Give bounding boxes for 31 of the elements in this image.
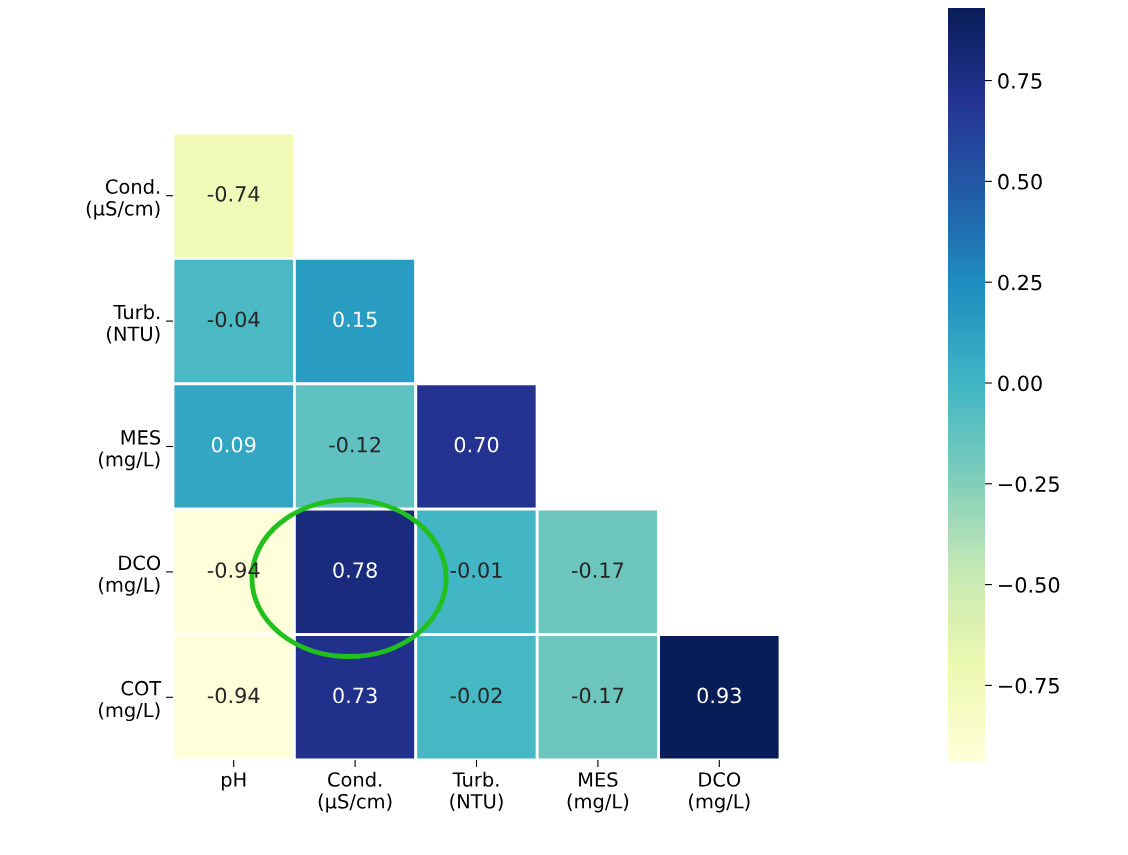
x-tick-label: Cond. (µS/cm) [318,771,392,813]
data-label: -0.94 [207,687,260,704]
data-label: -0.01 [450,562,502,578]
data-label: 0.15 [333,311,377,328]
data-label: 0.09 [211,436,256,453]
color-bar-label: 0.00 [998,375,1042,392]
data-label: -0.17 [571,562,624,578]
data-label: -0.74 [207,185,260,202]
y-tick-label: MES (mg/L) [99,430,161,471]
color-bar-label: 0.50 [998,173,1042,190]
x-tick-label: MES (mg/L) [567,772,629,813]
data-label: -0.02 [450,687,502,704]
y-tick-label: COT (mg/L) [99,680,162,722]
y-tick-label: Turb. (NTU) [107,304,160,344]
x-tick-label: DCO (mg/L) [689,772,750,813]
color-bar-label: 0.75 [998,73,1042,89]
data-label: 0.78 [333,562,377,578]
data-label: -0.12 [329,436,380,453]
data-label: -0.17 [571,687,624,704]
x-tick-label: Turb. (NTU) [450,771,503,811]
color-bar-label: −0.25 [999,476,1059,492]
y-tick-label: DCO (mg/L) [99,555,161,596]
color-bar-label: 0.25 [998,274,1042,291]
y-tick-label: Cond. (µS/cm) [86,178,160,220]
x-tick-label: pH [221,772,246,791]
data-label: 0.93 [697,687,741,704]
data-label: 0.73 [333,687,377,704]
color-bar-label: −0.50 [999,577,1060,593]
data-label: 0.70 [454,436,499,453]
data-label: -0.04 [207,311,260,328]
color-bar-label: −0.75 [999,677,1059,694]
